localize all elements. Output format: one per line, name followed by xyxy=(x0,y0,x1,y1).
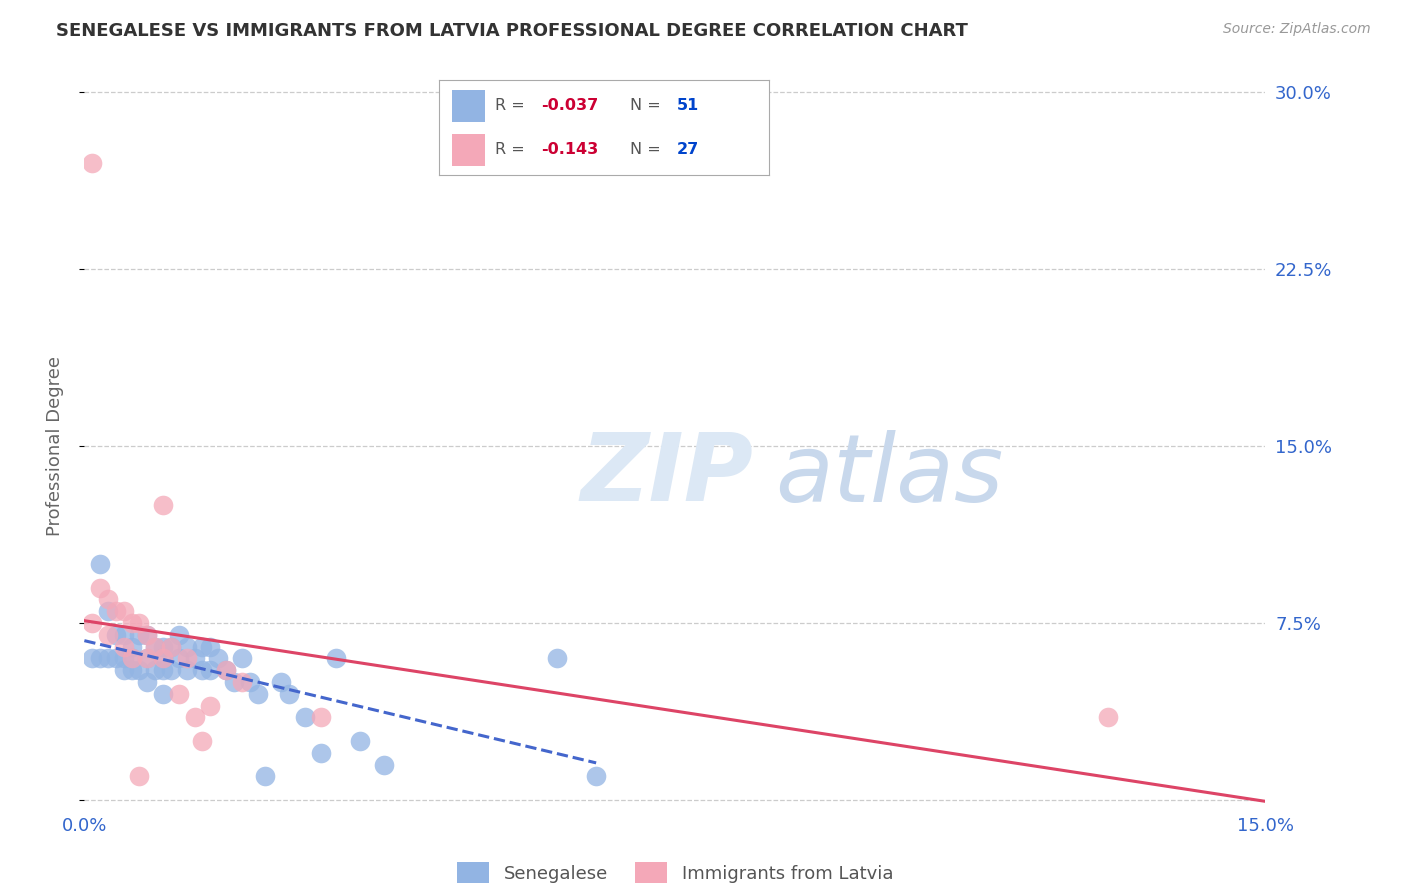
Point xyxy=(191,640,214,654)
Point xyxy=(349,734,371,748)
Point xyxy=(143,640,166,654)
Point xyxy=(200,640,222,654)
Point xyxy=(160,640,183,654)
Text: R =: R = xyxy=(495,98,530,113)
Point xyxy=(309,710,332,724)
Text: 51: 51 xyxy=(676,98,699,113)
Point xyxy=(121,615,143,630)
Point xyxy=(546,651,568,665)
Point xyxy=(136,651,159,665)
Point xyxy=(136,628,159,642)
Point xyxy=(585,769,607,783)
Text: R =: R = xyxy=(495,142,530,157)
Point xyxy=(136,675,159,690)
Point xyxy=(183,651,205,665)
Point xyxy=(121,651,143,665)
Point xyxy=(325,651,347,665)
Point xyxy=(152,498,174,512)
Point xyxy=(191,663,214,677)
Point xyxy=(112,651,135,665)
Point xyxy=(152,651,174,665)
Point xyxy=(270,675,292,690)
Point xyxy=(160,663,183,677)
Point xyxy=(294,710,316,724)
Point xyxy=(97,604,120,618)
Point xyxy=(112,663,135,677)
Point xyxy=(152,640,174,654)
Point xyxy=(254,769,277,783)
Point xyxy=(200,663,222,677)
Text: ZIP: ZIP xyxy=(581,429,754,521)
Point xyxy=(128,615,150,630)
Text: N =: N = xyxy=(630,142,666,157)
Point xyxy=(231,651,253,665)
Point xyxy=(121,651,143,665)
Point xyxy=(136,651,159,665)
Point xyxy=(121,663,143,677)
Point xyxy=(89,581,111,595)
Text: atlas: atlas xyxy=(775,430,1004,521)
Point xyxy=(128,663,150,677)
Point xyxy=(191,734,214,748)
Point xyxy=(222,675,245,690)
Point xyxy=(167,687,190,701)
Point xyxy=(112,628,135,642)
Text: N =: N = xyxy=(630,98,666,113)
Point xyxy=(215,663,238,677)
Point xyxy=(112,604,135,618)
FancyBboxPatch shape xyxy=(451,134,485,166)
Text: -0.143: -0.143 xyxy=(541,142,599,157)
Point xyxy=(207,651,229,665)
Point xyxy=(176,651,198,665)
Point xyxy=(278,687,301,701)
Text: Source: ZipAtlas.com: Source: ZipAtlas.com xyxy=(1223,22,1371,37)
Y-axis label: Professional Degree: Professional Degree xyxy=(45,356,63,536)
Point xyxy=(89,557,111,571)
Point xyxy=(200,698,222,713)
Text: -0.037: -0.037 xyxy=(541,98,599,113)
Text: 27: 27 xyxy=(676,142,699,157)
Point xyxy=(82,615,104,630)
Point xyxy=(112,640,135,654)
Point xyxy=(82,651,104,665)
Point xyxy=(152,651,174,665)
FancyBboxPatch shape xyxy=(451,90,485,122)
Point xyxy=(104,651,127,665)
Point xyxy=(128,628,150,642)
Point xyxy=(136,628,159,642)
Point xyxy=(152,687,174,701)
Point xyxy=(167,651,190,665)
Point xyxy=(239,675,262,690)
Point xyxy=(167,628,190,642)
Point xyxy=(128,769,150,783)
Legend: Senegalese, Immigrants from Latvia: Senegalese, Immigrants from Latvia xyxy=(457,863,893,883)
Point xyxy=(104,628,127,642)
Point xyxy=(152,663,174,677)
Point xyxy=(231,675,253,690)
Point xyxy=(373,757,395,772)
Point xyxy=(143,640,166,654)
Point xyxy=(121,640,143,654)
Point xyxy=(82,156,104,170)
Point xyxy=(176,640,198,654)
Text: SENEGALESE VS IMMIGRANTS FROM LATVIA PROFESSIONAL DEGREE CORRELATION CHART: SENEGALESE VS IMMIGRANTS FROM LATVIA PRO… xyxy=(56,22,969,40)
Point xyxy=(97,628,120,642)
Point xyxy=(143,663,166,677)
Point xyxy=(176,663,198,677)
Point xyxy=(97,592,120,607)
Point xyxy=(183,710,205,724)
Point xyxy=(104,604,127,618)
Point xyxy=(160,640,183,654)
Point xyxy=(309,746,332,760)
Point xyxy=(246,687,269,701)
Point xyxy=(97,651,120,665)
Point xyxy=(89,651,111,665)
Point xyxy=(215,663,238,677)
Point xyxy=(1097,710,1119,724)
